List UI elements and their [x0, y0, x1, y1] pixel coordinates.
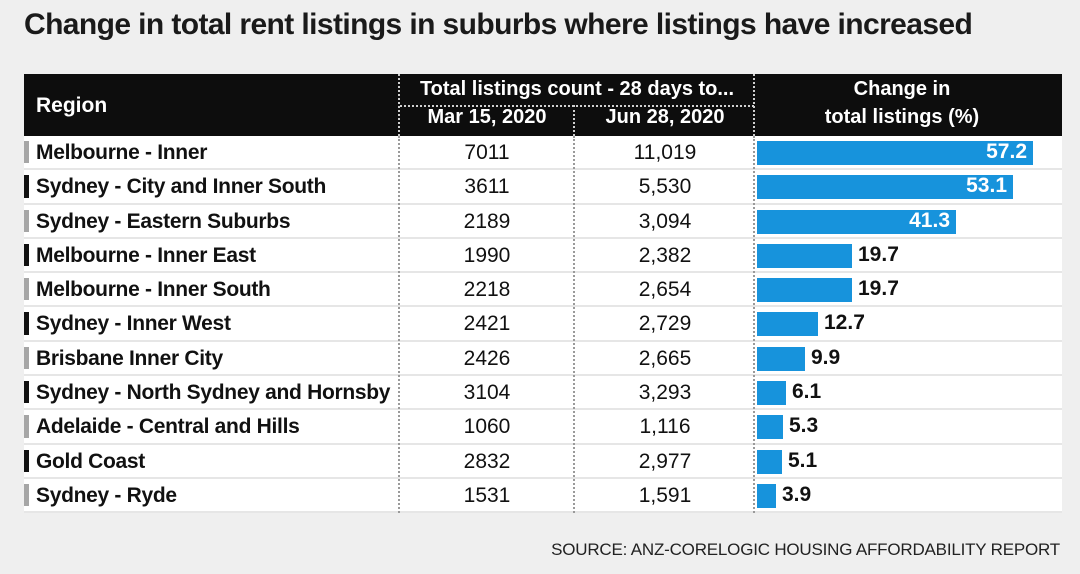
row-mar-value: 3611 — [464, 175, 510, 199]
row-accent — [24, 278, 29, 301]
row-region: Melbourne - Inner — [36, 141, 208, 164]
row-mar-value: 1060 — [463, 415, 511, 439]
table-row: Sydney - Eastern Suburbs 2189 3,094 41.3 — [24, 205, 1062, 239]
row-accent — [24, 175, 29, 198]
change-label: 12.7 — [824, 311, 865, 335]
table-row: Gold Coast 2832 2,977 5.1 — [24, 445, 1062, 479]
change-label: 57.2 — [986, 140, 1027, 163]
row-accent — [24, 449, 29, 472]
row-jun-value: 1,591 — [638, 483, 692, 507]
row-mar-value: 1531 — [463, 483, 511, 507]
table-header: Region Total listings count - 28 days to… — [24, 74, 1062, 136]
row-region: Sydney - Eastern Suburbs — [36, 209, 291, 233]
header-mar: Mar 15, 2020 — [427, 106, 547, 128]
change-label: 5.3 — [789, 414, 819, 438]
row-region: Sydney - Ryde — [36, 483, 177, 507]
row-jun-value: 1,116 — [639, 415, 691, 439]
table-body: Melbourne - Inner 7011 11,019 57.2 Sydney - … — [24, 136, 1062, 514]
column-divider — [573, 105, 575, 136]
change-bar — [757, 483, 776, 508]
row-accent — [24, 346, 29, 370]
row-region: Melbourne - Inner East — [36, 243, 256, 267]
row-accent — [24, 243, 29, 267]
column-divider — [753, 74, 755, 136]
row-mar-value: 2426 — [463, 346, 511, 370]
row-mar-value: 2832 — [463, 449, 511, 473]
row-jun-value: 2,654 — [638, 278, 692, 302]
change-bar — [757, 141, 1033, 165]
row-accent — [24, 141, 29, 164]
table-row: Melbourne - Inner South 2218 2,654 19.7 — [24, 273, 1062, 308]
change-label: 3.9 — [782, 482, 812, 506]
row-accent — [24, 312, 29, 335]
column-divider — [398, 136, 400, 514]
table-row: Adelaide - Central and Hills 1060 1,116 5.3 — [24, 410, 1062, 445]
column-divider — [753, 136, 755, 514]
row-region: Melbourne - Inner South — [36, 278, 271, 302]
header-jun: Jun 28, 2020 — [605, 106, 725, 128]
row-mar-value: 3104 — [463, 381, 511, 405]
row-region: Adelaide - Central and Hills — [36, 415, 300, 439]
table-row: Sydney - Inner West 2421 2,729 12.7 — [24, 307, 1062, 342]
table-row: Sydney - City and Inner South 3611 5,530 53… — [24, 170, 1062, 205]
row-region: Sydney - North Sydney and Hornsby — [36, 381, 391, 405]
change-label: 41.3 — [909, 208, 950, 232]
row-accent — [24, 209, 29, 232]
header-divider — [400, 105, 754, 107]
change-bar — [757, 278, 852, 303]
row-accent — [24, 381, 29, 404]
row-jun-value: 5,530 — [638, 175, 692, 199]
chart-title: Change in total rent listings in suburbs… — [24, 8, 973, 41]
row-jun-value: 2,665 — [638, 346, 692, 370]
row-jun-value: 11,019 — [633, 141, 697, 164]
row-jun-value: 3,293 — [638, 381, 692, 405]
row-region: Brisbane Inner City — [36, 346, 223, 370]
row-region: Sydney - City and Inner South — [36, 175, 326, 199]
change-bar — [757, 209, 956, 234]
change-bar — [757, 415, 783, 440]
table-row: Brisbane Inner City 2426 2,665 9.9 — [24, 342, 1062, 377]
row-mar-value: 2218 — [463, 278, 511, 302]
change-bar — [757, 449, 782, 474]
table-row: Sydney - North Sydney and Hornsby 3104 3,2… — [24, 376, 1062, 411]
row-jun-value: 3,094 — [638, 209, 692, 233]
change-label: 19.7 — [858, 277, 899, 301]
row-mar-value: 1990 — [463, 243, 511, 267]
header-change-line1: Change in — [853, 78, 951, 100]
header-region: Region — [36, 94, 108, 117]
header-listings-group: Total listings count - 28 days to... — [419, 78, 735, 100]
table-row: Melbourne - Inner 7011 11,019 57.2 — [24, 136, 1062, 171]
column-divider — [398, 74, 400, 136]
row-mar-value: 2189 — [463, 209, 511, 233]
header-change-line2: total listings (%) — [824, 106, 980, 128]
table-row: Sydney - Ryde 1531 1,591 3.9 — [24, 479, 1062, 514]
row-accent — [24, 483, 29, 507]
row-jun-value: 2,977 — [638, 449, 692, 473]
row-jun-value: 2,382 — [638, 243, 692, 267]
row-accent — [24, 415, 29, 438]
row-mar-value: 7011 — [464, 141, 510, 164]
row-mar-value: 2421 — [463, 312, 511, 336]
row-region: Sydney - Inner West — [36, 312, 231, 336]
table-row: Melbourne - Inner East 1990 2,382 19.7 — [24, 239, 1062, 274]
change-bar — [757, 175, 1013, 200]
listings-table: Region Total listings count - 28 days to… — [24, 74, 1062, 514]
change-label: 53.1 — [966, 174, 1007, 198]
change-bar — [757, 381, 786, 406]
change-bar — [757, 243, 852, 268]
row-jun-value: 2,729 — [638, 312, 692, 336]
column-divider — [573, 136, 575, 514]
change-bar — [757, 346, 805, 371]
change-bar — [757, 312, 818, 337]
source-note: SOURCE: ANZ-CORELOGIC HOUSING AFFORDABIL… — [551, 540, 1060, 559]
row-region: Gold Coast — [36, 449, 146, 473]
change-label: 5.1 — [788, 448, 818, 472]
change-label: 9.9 — [811, 345, 841, 369]
change-label: 6.1 — [792, 380, 822, 404]
change-label: 19.7 — [858, 242, 899, 266]
